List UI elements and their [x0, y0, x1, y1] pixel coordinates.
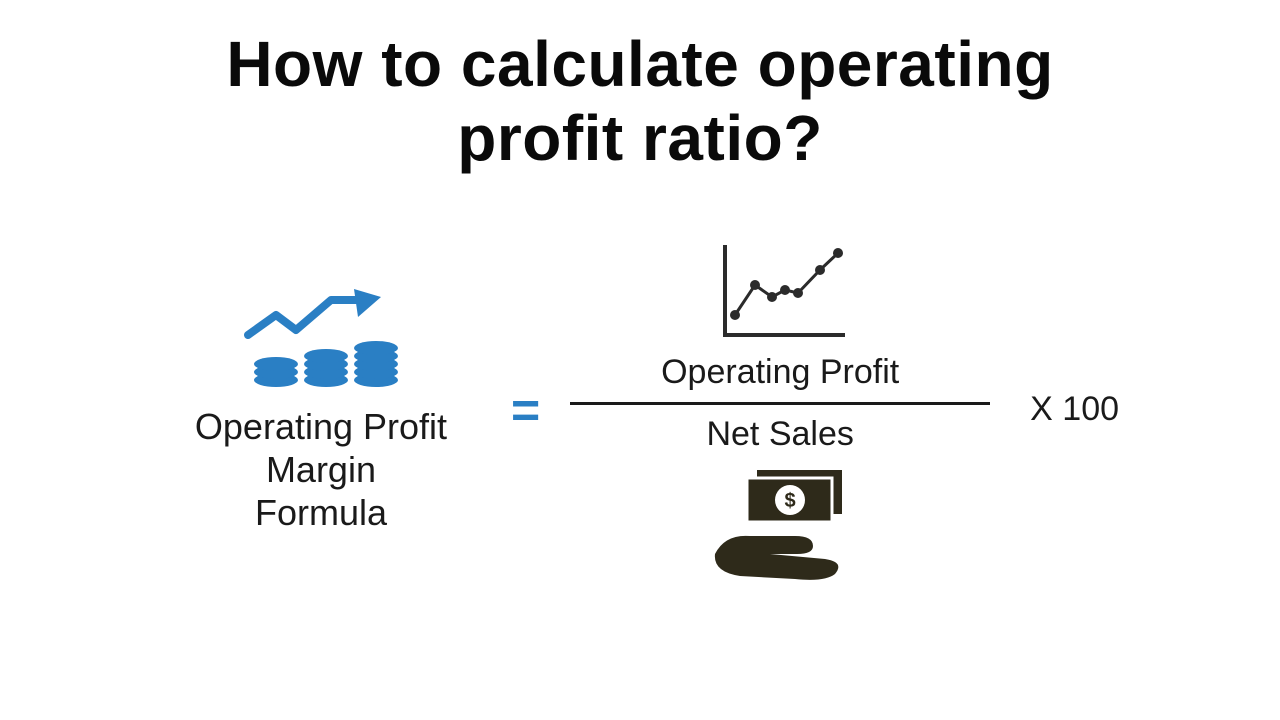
formula-left-label-2: Margin [195, 448, 447, 491]
formula-left-label-3: Formula [195, 491, 447, 534]
formula-left-label-1: Operating Profit [195, 405, 447, 448]
denominator-text: Net Sales [706, 415, 853, 454]
fraction: Operating Profit Net Sales $ [570, 235, 990, 584]
formula-left-label: Operating Profit Margin Formula [195, 405, 447, 535]
title-line-2: profit ratio? [0, 102, 1280, 176]
formula-row: Operating Profit Margin Formula = Operat… [0, 235, 1280, 584]
numerator-block: Operating Profit [661, 235, 899, 392]
multiply-text: X 100 [1030, 390, 1119, 429]
fraction-line [570, 402, 990, 405]
equals-sign: = [511, 381, 540, 439]
line-chart-icon [710, 235, 850, 345]
page-title: How to calculate operating profit ratio? [0, 0, 1280, 175]
denominator-block: Net Sales $ [695, 415, 865, 584]
formula-left: Operating Profit Margin Formula [161, 285, 481, 535]
svg-text:$: $ [785, 490, 796, 512]
title-line-1: How to calculate operating [0, 28, 1280, 102]
money-hand-icon: $ [695, 464, 865, 584]
numerator-text: Operating Profit [661, 353, 899, 392]
coins-trend-icon [236, 285, 406, 395]
